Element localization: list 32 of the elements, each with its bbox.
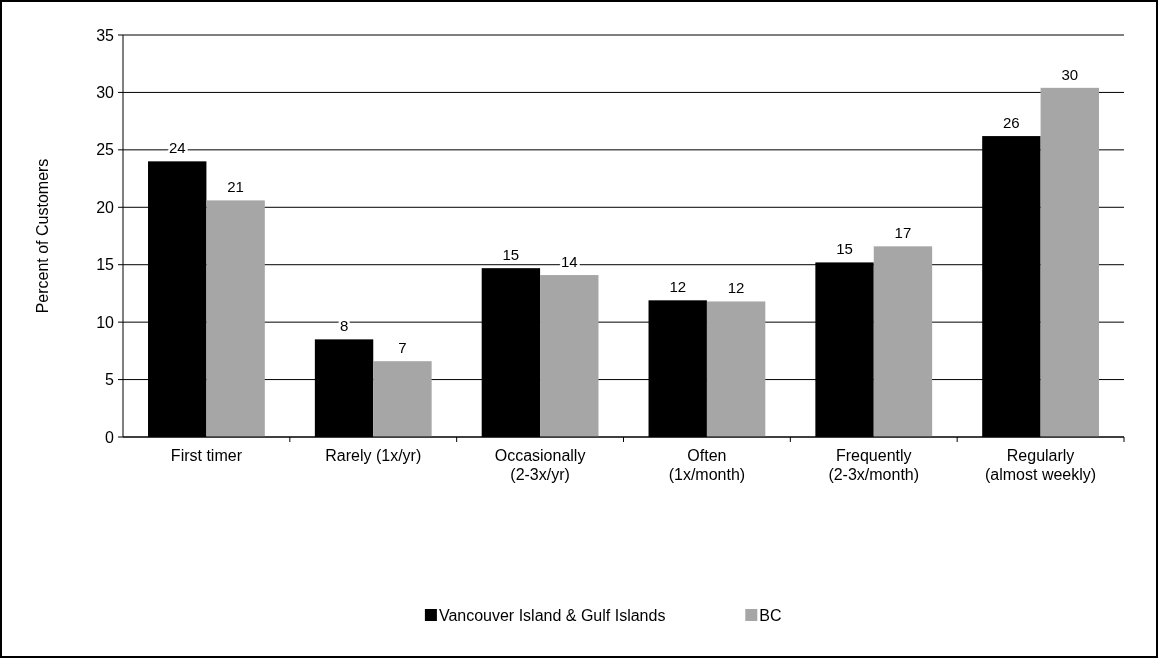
y-tick-label: 30	[96, 84, 115, 102]
y-tick-label: 5	[105, 371, 115, 389]
x-tick-label: Occasionally (2-3x/yr)	[494, 447, 586, 483]
data-label: 17	[894, 224, 912, 242]
data-label: 15	[836, 240, 853, 258]
y-tick-label: 10	[96, 313, 115, 331]
data-label: 12	[669, 278, 687, 296]
data-label: 12	[727, 279, 745, 297]
y-tick-label: 25	[96, 141, 115, 159]
legend-label: BC	[759, 606, 782, 624]
x-tick-label: First timer	[170, 447, 243, 464]
data-label: 30	[1061, 65, 1079, 83]
data-label: 7	[398, 339, 407, 357]
bar	[706, 301, 766, 437]
x-tick-label: Rarely (1x/yr)	[325, 447, 422, 464]
x-tick-label: Often (1x/month)	[668, 447, 746, 483]
y-tick-label: 15	[96, 256, 115, 274]
bar	[540, 275, 599, 437]
y-tick-label: 35	[96, 26, 115, 44]
y-tick-label: 0	[105, 428, 115, 446]
bar	[1040, 87, 1099, 437]
x-tick-label: Regularly (almost weekly)	[985, 447, 1097, 483]
x-tick-label: Frequently (2-3x/month)	[828, 447, 920, 483]
data-label: 15	[502, 246, 520, 264]
bar	[373, 361, 432, 437]
data-label: 21	[227, 178, 244, 196]
y-tick-label: 20	[96, 198, 115, 216]
bar	[873, 246, 933, 437]
legend-label: Vancouver Island & Gulf Islands	[438, 606, 666, 624]
bar	[206, 200, 265, 437]
data-label: 26	[1003, 114, 1020, 132]
y-axis-title: Percent of Customers	[34, 158, 51, 314]
